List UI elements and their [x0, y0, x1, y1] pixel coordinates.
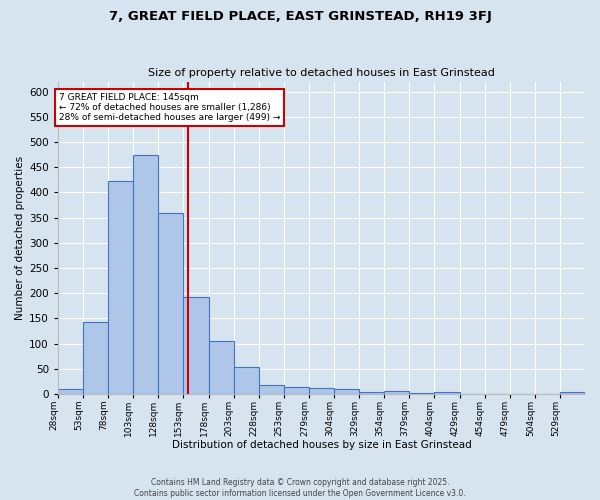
Bar — [58, 389, 83, 394]
Bar — [284, 387, 309, 394]
Text: 7 GREAT FIELD PLACE: 145sqm
← 72% of detached houses are smaller (1,286)
28% of : 7 GREAT FIELD PLACE: 145sqm ← 72% of det… — [59, 92, 280, 122]
Bar — [209, 340, 233, 394]
Bar — [108, 182, 133, 394]
Text: Contains HM Land Registry data © Crown copyright and database right 2025.
Contai: Contains HM Land Registry data © Crown c… — [134, 478, 466, 498]
Bar — [334, 389, 359, 394]
Bar — [309, 388, 334, 394]
Bar — [384, 392, 409, 394]
Bar — [259, 385, 284, 394]
Bar — [434, 392, 460, 394]
X-axis label: Distribution of detached houses by size in East Grinstead: Distribution of detached houses by size … — [172, 440, 472, 450]
Bar — [83, 322, 108, 394]
Bar — [560, 392, 585, 394]
Y-axis label: Number of detached properties: Number of detached properties — [15, 156, 25, 320]
Bar — [184, 296, 209, 394]
Bar — [133, 155, 158, 394]
Bar — [158, 212, 184, 394]
Title: Size of property relative to detached houses in East Grinstead: Size of property relative to detached ho… — [148, 68, 495, 78]
Bar — [359, 392, 384, 394]
Bar — [233, 366, 259, 394]
Text: 7, GREAT FIELD PLACE, EAST GRINSTEAD, RH19 3FJ: 7, GREAT FIELD PLACE, EAST GRINSTEAD, RH… — [109, 10, 491, 23]
